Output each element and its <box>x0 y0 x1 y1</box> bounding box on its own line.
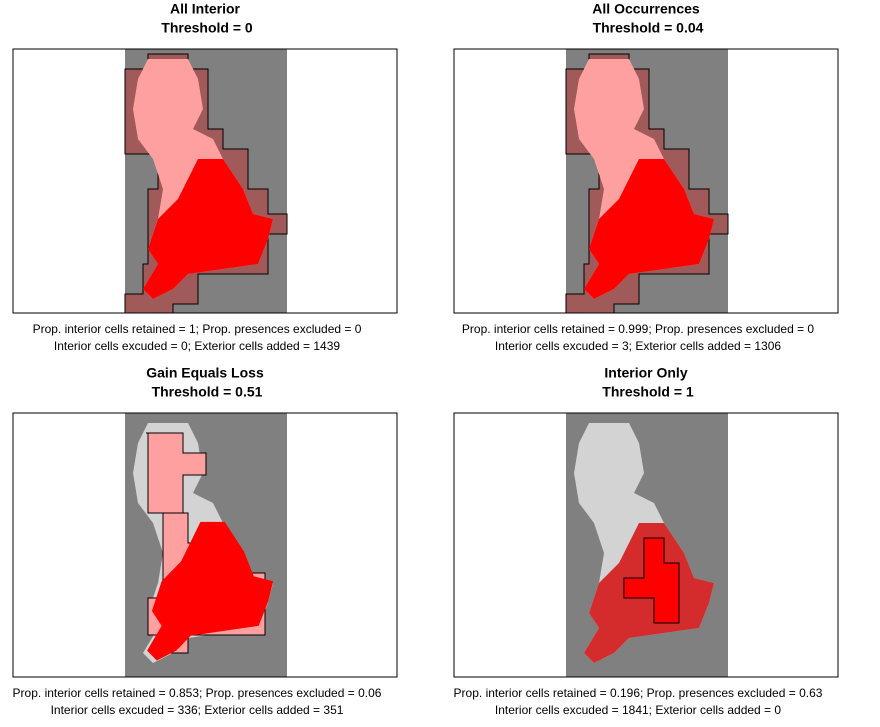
map-panel: Gain Equals Loss Threshold = 0.51 Prop. in… <box>12 365 398 717</box>
panel-title: Interior Only <box>604 365 687 381</box>
panel-title: All Occurrences <box>592 1 700 17</box>
map-border <box>12 412 398 678</box>
map-panel: All Occurrences Threshold = 0.04 Prop. int… <box>453 1 839 353</box>
range-envelope <box>623 537 680 624</box>
stat-line: Prop. interior cells retained = 0.196; P… <box>454 686 823 700</box>
panel-threshold: Threshold = 0.04 <box>593 20 704 36</box>
stat-line: Prop. interior cells retained = 0.853; P… <box>13 686 382 700</box>
stat-line: Prop. interior cells retained = 0.999; P… <box>462 322 815 336</box>
map <box>12 48 398 314</box>
stat-line: Interior cells excuded = 1841; Exterior … <box>495 703 781 717</box>
map-panel: Interior Only Threshold = 1 Prop. interior… <box>453 365 839 717</box>
panel-threshold: Threshold = 1 <box>602 384 694 400</box>
map <box>453 48 839 314</box>
stat-line: Interior cells excuded = 336; Exterior c… <box>51 703 344 717</box>
stat-line: Prop. interior cells retained = 1; Prop.… <box>33 322 362 336</box>
map-border <box>12 48 398 314</box>
map-panel: All Interior Threshold = 0 Prop. interior … <box>12 1 398 353</box>
map <box>453 412 839 678</box>
panel-threshold: Threshold = 0.51 <box>152 384 263 400</box>
panels: All Interior Threshold = 0 Prop. interior … <box>12 1 839 717</box>
stat-line: Interior cells excuded = 0; Exterior cel… <box>54 339 340 353</box>
panel-title: All Interior <box>170 1 241 17</box>
panel-title: Gain Equals Loss <box>146 365 264 381</box>
stat-line: Interior cells excuded = 3; Exterior cel… <box>495 339 781 353</box>
panel-threshold: Threshold = 0 <box>161 20 253 36</box>
map-border <box>453 48 839 314</box>
map-border <box>453 412 839 678</box>
map <box>12 412 398 678</box>
